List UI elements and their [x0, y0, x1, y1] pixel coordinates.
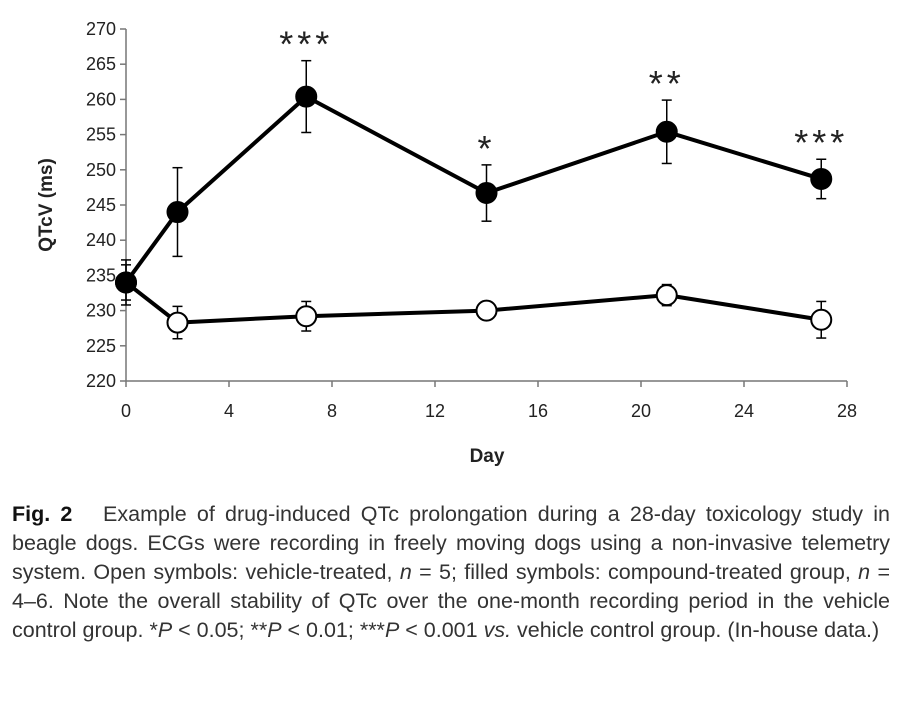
- caption-text: = 4–6. Note the overall stability of QTc…: [12, 560, 891, 642]
- axis-ticks: 220 225 230 235 240 245 250 255 260 265 270 0 4 8 12 16…: [86, 19, 857, 421]
- y-tick-label: 240: [86, 230, 116, 250]
- filled-marker: [115, 271, 137, 294]
- x-tick-label: 4: [224, 401, 234, 421]
- y-tick-label: 230: [86, 301, 116, 321]
- filled-marker: [655, 120, 678, 143]
- significance-label: **: [649, 63, 685, 104]
- filled-marker: [475, 182, 498, 205]
- y-tick-label: 260: [86, 89, 116, 109]
- p-symbol: P: [384, 618, 400, 642]
- figure-label: Fig. 2: [12, 502, 73, 526]
- significance-label: ***: [794, 122, 848, 163]
- significance-labels: *********: [279, 24, 848, 169]
- filled-marker: [295, 85, 318, 108]
- filled-marker: [810, 167, 833, 190]
- x-tick-label: 20: [631, 401, 651, 421]
- x-tick-label: 24: [734, 401, 754, 421]
- caption-text: < 0.01; ***: [281, 618, 385, 642]
- x-tick-label: 28: [837, 401, 857, 421]
- p-symbol: P: [267, 618, 282, 642]
- y-tick-label: 270: [86, 19, 116, 39]
- open-marker: [166, 311, 189, 334]
- x-tick-label: 12: [425, 401, 445, 421]
- open-marker: [295, 305, 318, 328]
- caption-text: Example of drug-induced QTc prolongation…: [12, 502, 890, 584]
- vs-word: vs.: [483, 618, 512, 642]
- caption-text: < 0.05; **: [172, 618, 268, 642]
- significance-label: *: [477, 128, 495, 169]
- x-tick-label: 0: [121, 401, 131, 421]
- p-symbol: P: [157, 618, 173, 642]
- y-axis-title: QTcV (ms): [36, 158, 57, 252]
- x-axis-title: Day: [470, 446, 505, 467]
- caption-text: = 5; filled symbols: compound-treated gr…: [411, 560, 859, 584]
- open-marker: [655, 284, 678, 307]
- x-tick-label: 16: [528, 401, 548, 421]
- y-tick-label: 220: [86, 371, 116, 391]
- n-symbol: n: [399, 560, 412, 584]
- figure-caption: Fig. 2 Example of drug-induced QTc prolo…: [12, 500, 890, 645]
- error-bars: [121, 59, 827, 340]
- significance-label: ***: [279, 24, 333, 65]
- n-symbol: n: [858, 560, 871, 584]
- x-tick-label: 8: [327, 401, 337, 421]
- y-tick-label: 265: [86, 54, 116, 74]
- filled-series-line: [124, 94, 822, 284]
- y-tick-label: 250: [86, 160, 116, 180]
- filled-marker: [166, 201, 189, 224]
- qtc-line-chart: 220 225 230 235 240 245 250 255 260 265 270 0 4 8 12 16…: [36, 19, 857, 467]
- y-tick-label: 245: [86, 195, 116, 215]
- open-series-line: [124, 280, 822, 325]
- open-marker: [810, 308, 833, 331]
- data-points: [115, 85, 833, 334]
- caption-text: vehicle control group. (In-house data.): [511, 618, 880, 642]
- y-tick-label: 255: [86, 125, 116, 145]
- y-tick-label: 225: [86, 336, 116, 356]
- series-lines: [124, 94, 822, 325]
- caption-text: < 0.001: [399, 618, 484, 642]
- open-marker: [475, 299, 498, 322]
- y-tick-label: 235: [86, 265, 116, 285]
